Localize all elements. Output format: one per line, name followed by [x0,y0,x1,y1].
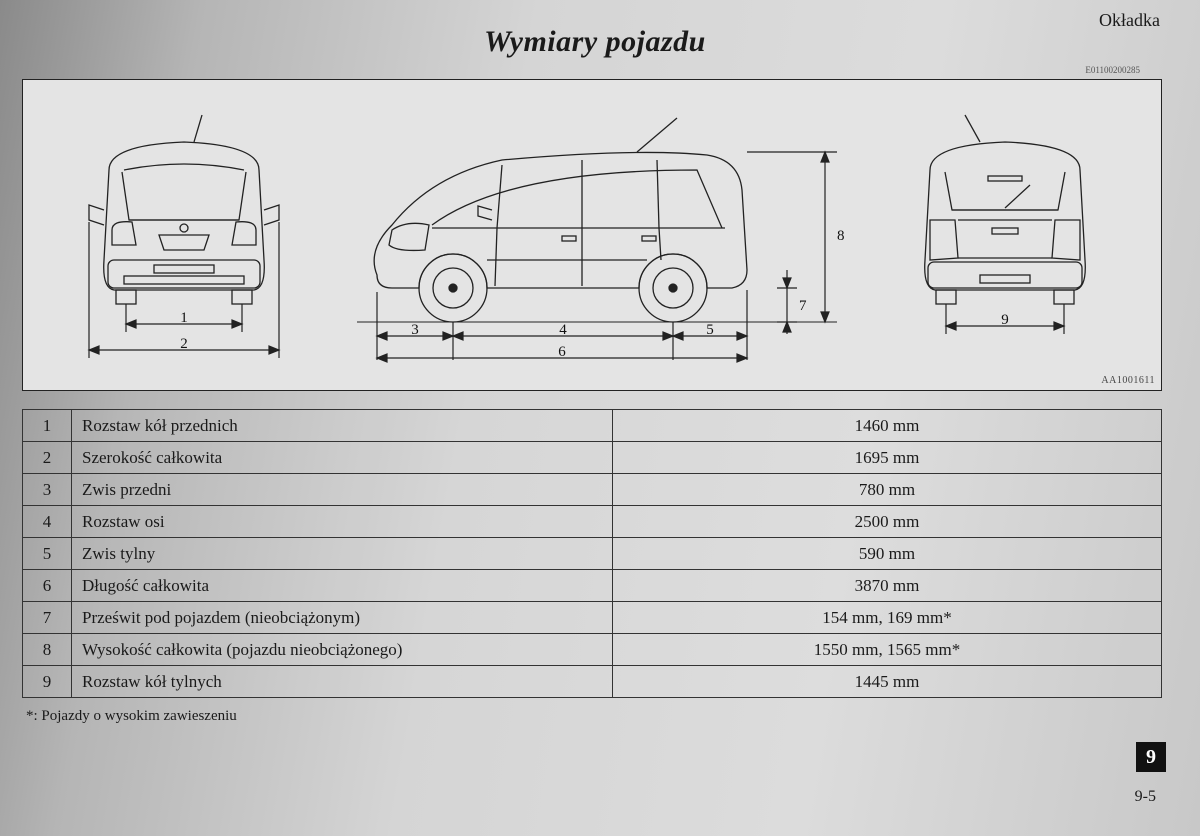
row-value: 154 mm, 169 mm* [613,602,1162,634]
row-value: 2500 mm [613,506,1162,538]
footnote: *: Pojazdy o wysokim zawieszeniu [26,708,1170,725]
row-index: 1 [23,410,72,442]
table-row: 6Długość całkowita3870 mm [23,570,1162,602]
row-value: 3870 mm [613,570,1162,602]
row-index: 5 [23,538,72,570]
dimensions-table: 1Rozstaw kół przednich1460 mm2Szerokość … [22,409,1162,698]
row-label: Zwis tylny [72,538,613,570]
row-label: Rozstaw kół przednich [72,410,613,442]
dim-1-label: 1 [181,310,189,326]
table-row: 1Rozstaw kół przednich1460 mm [23,410,1162,442]
row-label: Zwis przedni [72,474,613,506]
row-value: 780 mm [613,474,1162,506]
row-value: 1695 mm [613,442,1162,474]
row-index: 9 [23,666,72,698]
row-index: 8 [23,634,72,666]
ref-code: E01100200285 [20,65,1140,75]
table-row: 9Rozstaw kół tylnych1445 mm [23,666,1162,698]
table-row: 2Szerokość całkowita1695 mm [23,442,1162,474]
table-row: 7Prześwit pod pojazdem (nieobciążonym)15… [23,602,1162,634]
row-label: Prześwit pod pojazdem (nieobciążonym) [72,602,613,634]
row-index: 2 [23,442,72,474]
dim-5-label: 5 [706,322,714,338]
row-index: 4 [23,506,72,538]
row-value: 590 mm [613,538,1162,570]
row-value: 1445 mm [613,666,1162,698]
row-index: 6 [23,570,72,602]
row-label: Długość całkowita [72,570,613,602]
row-label: Szerokość całkowita [72,442,613,474]
row-index: 3 [23,474,72,506]
front-view: 1 2 [54,110,314,400]
dim-2-label: 2 [181,336,189,352]
section-label: Okładka [1099,10,1160,31]
row-value: 1460 mm [613,410,1162,442]
side-view: 3 4 5 [337,110,857,400]
row-value: 1550 mm, 1565 mm* [613,634,1162,666]
dim-4-label: 4 [559,322,567,338]
dim-6-label: 6 [558,344,566,360]
page-title: Wymiary pojazdu [20,25,1170,59]
section-tab: 9 [1136,742,1166,772]
row-index: 7 [23,602,72,634]
rear-view: 9 [880,110,1130,400]
manual-page: Okładka Wymiary pojazdu E01100200285 [20,10,1170,816]
row-label: Wysokość całkowita (pojazdu nieobciążone… [72,634,613,666]
dim-3-label: 3 [411,322,419,338]
table-row: 4Rozstaw osi2500 mm [23,506,1162,538]
table-row: 8Wysokość całkowita (pojazdu nieobciążon… [23,634,1162,666]
row-label: Rozstaw osi [72,506,613,538]
table-row: 3Zwis przedni780 mm [23,474,1162,506]
row-label: Rozstaw kół tylnych [72,666,613,698]
dim-8-label: 8 [837,228,845,244]
diagram-code: AA1001611 [1101,375,1155,386]
vehicle-diagram-box: 1 2 [22,79,1162,391]
dim-7-label: 7 [799,298,807,314]
dim-9-label: 9 [1001,312,1009,328]
page-number: 9-5 [1135,788,1156,806]
table-row: 5Zwis tylny590 mm [23,538,1162,570]
